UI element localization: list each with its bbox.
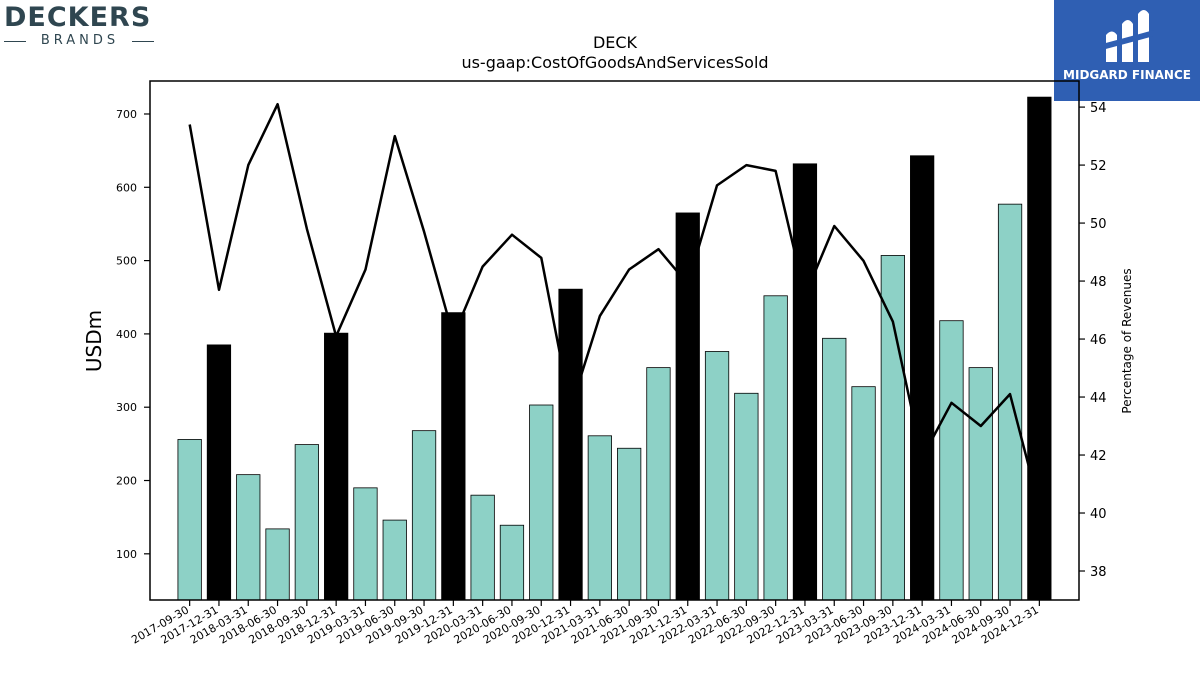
bar-2024-06-30 bbox=[968, 367, 993, 601]
bar-2019-09-30 bbox=[411, 430, 437, 601]
bar-2022-06-30 bbox=[734, 392, 759, 601]
chart-title: DECK bbox=[593, 33, 638, 52]
y2-axis-label: Percentage of Revenues bbox=[1120, 268, 1134, 413]
bar-2020-06-30 bbox=[499, 524, 525, 601]
bar-2021-06-30 bbox=[617, 447, 642, 601]
bar-2019-06-30 bbox=[382, 519, 407, 601]
bar-series bbox=[177, 96, 1052, 601]
bar-2021-12-31 bbox=[675, 212, 700, 601]
y2-tick-label: 52 bbox=[1090, 159, 1107, 174]
x-axis: 2017-09-302017-12-312018-03-312018-06-30… bbox=[129, 600, 1041, 647]
line-series bbox=[188, 102, 1041, 508]
bar-2020-09-30 bbox=[529, 404, 554, 601]
y-axis-right: 38 40 42 44 46 48 50 52 54 bbox=[1079, 101, 1107, 580]
bar-2018-06-30 bbox=[265, 528, 290, 601]
chart-subtitle: us-gaap:CostOfGoodsAndServicesSold bbox=[461, 53, 768, 72]
percentage-line bbox=[188, 102, 1041, 508]
logo-wordmark: DECKERS bbox=[4, 2, 152, 33]
y-tick-label: 300 bbox=[116, 401, 137, 414]
bar-2023-06-30 bbox=[851, 386, 876, 601]
bar-2018-09-30 bbox=[294, 444, 319, 601]
bar-2020-03-31 bbox=[470, 494, 495, 601]
y-axis-label: USDm bbox=[82, 310, 106, 372]
bar-2024-03-31 bbox=[939, 320, 964, 601]
y2-tick-label: 48 bbox=[1090, 275, 1107, 290]
bar-2024-12-31 bbox=[1027, 96, 1052, 601]
bar-2017-12-31 bbox=[206, 344, 232, 601]
bar-2018-12-31 bbox=[324, 332, 349, 601]
y-tick-label: 100 bbox=[116, 548, 137, 561]
y2-tick-label: 50 bbox=[1090, 217, 1107, 232]
y2-tick-label: 40 bbox=[1090, 507, 1107, 522]
bar-2023-12-31 bbox=[910, 155, 935, 601]
bar-2020-12-31 bbox=[558, 288, 583, 601]
y2-tick-label: 46 bbox=[1090, 333, 1107, 348]
midgard-emblem-icon bbox=[1102, 10, 1154, 62]
bar-2017-09-30 bbox=[177, 439, 202, 601]
y-tick-label: 600 bbox=[116, 181, 137, 194]
y2-tick-label: 44 bbox=[1090, 391, 1107, 406]
bar-2019-12-31 bbox=[441, 312, 466, 601]
y2-tick-label: 54 bbox=[1090, 101, 1107, 116]
y-tick-label: 500 bbox=[116, 255, 137, 268]
y-tick-label: 400 bbox=[116, 328, 137, 341]
bar-2018-03-31 bbox=[236, 474, 261, 601]
bar-2022-09-30 bbox=[763, 295, 788, 601]
bar-2021-09-30 bbox=[646, 367, 671, 601]
bar-2023-03-31 bbox=[822, 337, 847, 601]
logo-name: MIDGARD FINANCE bbox=[1063, 68, 1191, 82]
plot-frame bbox=[149, 80, 1080, 601]
logo-rule-right bbox=[132, 41, 154, 42]
bar-2022-12-31 bbox=[792, 163, 818, 601]
logo-subtitle: BRANDS bbox=[40, 33, 120, 48]
logo-rule-left bbox=[4, 41, 26, 42]
y2-tick-label: 42 bbox=[1090, 449, 1107, 464]
y-axis-left: 100 200 300 400 500 600 700 bbox=[116, 108, 150, 561]
y-tick-label: 200 bbox=[116, 475, 137, 488]
y-tick-label: 700 bbox=[116, 108, 137, 121]
bar-2019-03-31 bbox=[353, 487, 378, 601]
bar-2022-03-31 bbox=[704, 351, 730, 601]
y2-tick-label: 38 bbox=[1090, 565, 1107, 580]
deckers-brands-logo: DECKERS BRANDS bbox=[0, 0, 160, 52]
bar-2021-03-31 bbox=[587, 435, 612, 601]
